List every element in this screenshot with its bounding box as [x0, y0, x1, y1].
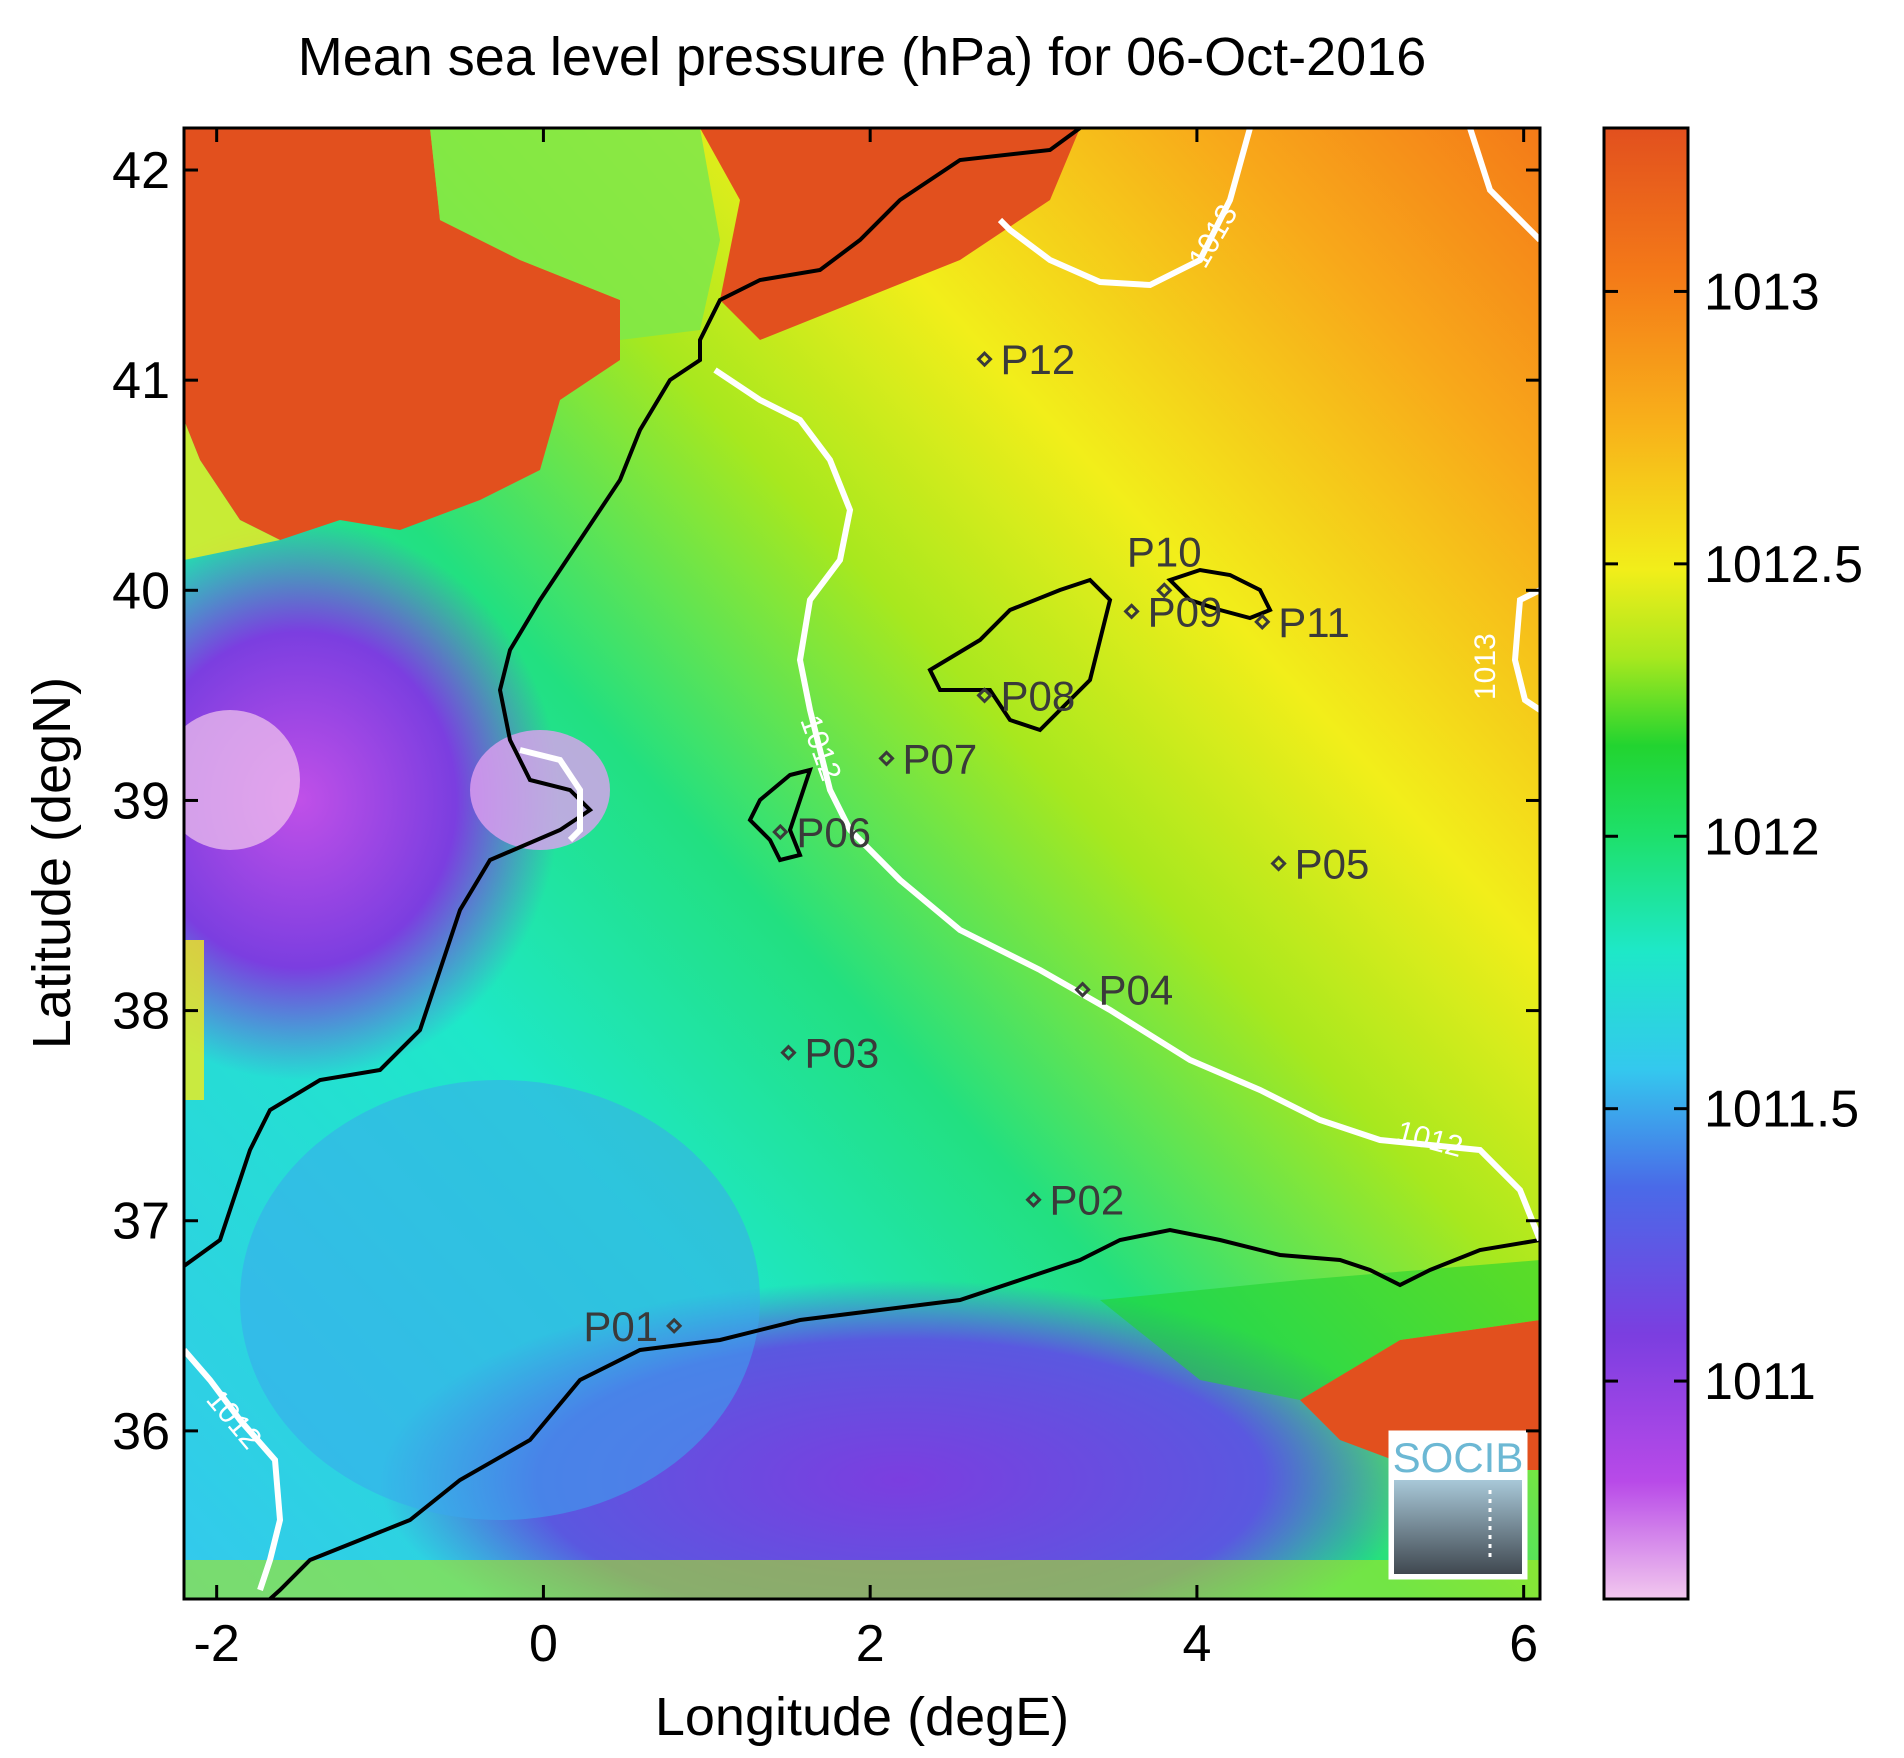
colorbar-tick-label: 1011.5: [1704, 1081, 1859, 1139]
plot-frame: [182, 126, 1542, 1601]
station-marker-p12: [976, 351, 993, 368]
y-tick-label: 37: [112, 1193, 170, 1251]
y-tick-label: 41: [112, 352, 170, 410]
station-label-p04: P04: [1099, 967, 1174, 1014]
pressure-field: [184, 128, 1540, 1599]
y-tick-label: 38: [112, 983, 170, 1041]
contour-label-2: 1013: [1469, 633, 1502, 700]
high-pressure-north: [700, 128, 1080, 340]
colorbar-tick-label: 1013: [1704, 263, 1820, 321]
contour-1013-east: [1511, 587, 1540, 713]
station-marker-p03: [780, 1044, 797, 1061]
x-axis-ticks: -2 0 2 4 6: [194, 128, 1538, 1673]
station-label-p01: P01: [583, 1303, 658, 1350]
x-tick-label: 0: [529, 1615, 558, 1673]
y-axis-ticks: 36 37 38 39 40 41 42: [112, 142, 1540, 1461]
y-tick-label: 36: [112, 1403, 170, 1461]
x-axis-label: Longitude (degE): [655, 1687, 1069, 1747]
station-marker-p04: [1074, 981, 1091, 998]
x-tick-label: 4: [1182, 1615, 1211, 1673]
colorbar-tick-label: 1012: [1704, 808, 1820, 866]
station-marker-p02: [1025, 1191, 1042, 1208]
socib-logo: SOCIB: [1388, 1430, 1528, 1580]
station-marker-p07: [878, 750, 895, 767]
y-axis-label: Latitude (degN): [22, 677, 82, 1049]
contour-1012-main: [713, 367, 1540, 1242]
low-pressure-west: [184, 520, 560, 1080]
y-tick-label: 40: [112, 562, 170, 620]
colorbar-tick-label: 1011: [1704, 1353, 1816, 1411]
coastline: [184, 128, 1540, 1599]
x-tick-label: 6: [1509, 1615, 1538, 1673]
station-label-p08: P08: [1001, 672, 1076, 719]
high-pressure-nw: [184, 128, 620, 540]
colorbar-ticks: 1011 1011.5 1012 1012.5 1013: [1604, 263, 1863, 1411]
contour-1012-west: [519, 747, 583, 843]
station-marker-p01: [665, 1317, 683, 1334]
station-marker-p10: [1156, 582, 1173, 599]
contour-1013-ne: [1467, 128, 1540, 243]
colorbar: 1011 1011.5 1012 1012.5 1013: [1602, 126, 1863, 1601]
socib-logo-text: SOCIB: [1393, 1434, 1524, 1481]
contour-1012-sw: [184, 1348, 284, 1591]
station-label-p05: P05: [1295, 841, 1370, 888]
station-label-p09: P09: [1148, 588, 1223, 635]
station-label-p07: P07: [903, 735, 978, 782]
x-tick-label: -2: [194, 1615, 240, 1673]
station-label-p06: P06: [796, 809, 871, 856]
y-tick-label: 42: [112, 142, 170, 200]
station-marker-p09: [1123, 603, 1140, 620]
station-label-p12: P12: [1001, 336, 1076, 383]
station-label-p11: P11: [1278, 599, 1350, 646]
station-marker-p06: [772, 823, 789, 841]
y-tick-label: 39: [112, 772, 170, 830]
station-marker-p11: [1254, 613, 1271, 630]
station-label-p10: P10: [1127, 528, 1202, 575]
x-tick-label: 2: [856, 1615, 885, 1673]
station-markers: P01 P02 P03 P04 P05 P06 P07 P08 P09 P10 P11 P12: [583, 336, 1369, 1350]
contours: [184, 128, 1540, 1591]
colorbar-gradient: [1602, 126, 1690, 1601]
blue-patch: [240, 1080, 760, 1520]
chart-title: Mean sea level pressure (hPa) for 06-Oct…: [298, 27, 1427, 87]
station-label-p03: P03: [804, 1030, 879, 1077]
contour-1013-north: [997, 128, 1253, 289]
station-marker-p08: [976, 687, 993, 704]
station-marker-p05: [1270, 855, 1287, 872]
station-label-p02: P02: [1050, 1177, 1125, 1224]
colorbar-tick-label: 1012.5: [1704, 536, 1863, 594]
